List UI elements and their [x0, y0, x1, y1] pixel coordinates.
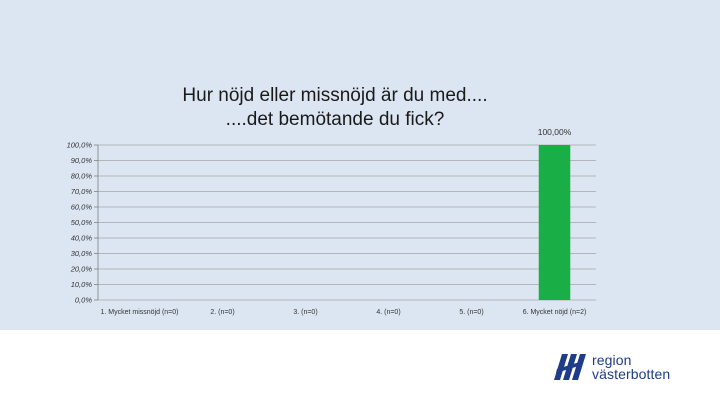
y-tick-label: 100,0% — [67, 141, 93, 150]
logo-text-line-1: region — [592, 352, 632, 368]
logo-mark-icon — [554, 354, 586, 380]
category-label: 3. (n=0) — [293, 309, 317, 316]
y-tick-label: 70,0% — [71, 187, 93, 196]
bar — [538, 145, 571, 300]
chart-title-line-1: Hur nöjd eller missnöjd är du med.... — [182, 85, 488, 106]
category-label: 6. Mycket nöjd (n=2) — [523, 309, 587, 316]
y-tick-label: 40,0% — [71, 234, 93, 243]
chart-title-line-2: ....det bemötande du fick? — [225, 109, 445, 130]
category-label: 2. (n=0) — [210, 309, 234, 316]
chart-title: Hur nöjd eller missnöjd är du med.... ..… — [130, 84, 540, 132]
logo-text: region västerbotten — [592, 353, 670, 381]
y-tick-label: 80,0% — [71, 172, 93, 181]
y-tick-label: 0,0% — [75, 296, 92, 305]
category-label: 5. (n=0) — [459, 309, 483, 316]
y-tick-label: 20,0% — [70, 265, 93, 274]
region-vasterbotten-logo: region västerbotten — [552, 352, 702, 384]
data-label: 100,00% — [538, 127, 572, 137]
slide-background — [0, 0, 720, 330]
category-label: 4. (n=0) — [376, 309, 400, 316]
y-tick-label: 10,0% — [71, 280, 93, 289]
y-tick-label: 50,0% — [71, 218, 93, 227]
logo-text-line-2: västerbotten — [592, 366, 671, 382]
y-tick-label: 30,0% — [71, 249, 93, 258]
y-tick-label: 90,0% — [71, 156, 93, 165]
category-label: 1. Mycket missnöjd (n=0) — [101, 309, 179, 316]
y-tick-label: 60,0% — [71, 203, 93, 212]
